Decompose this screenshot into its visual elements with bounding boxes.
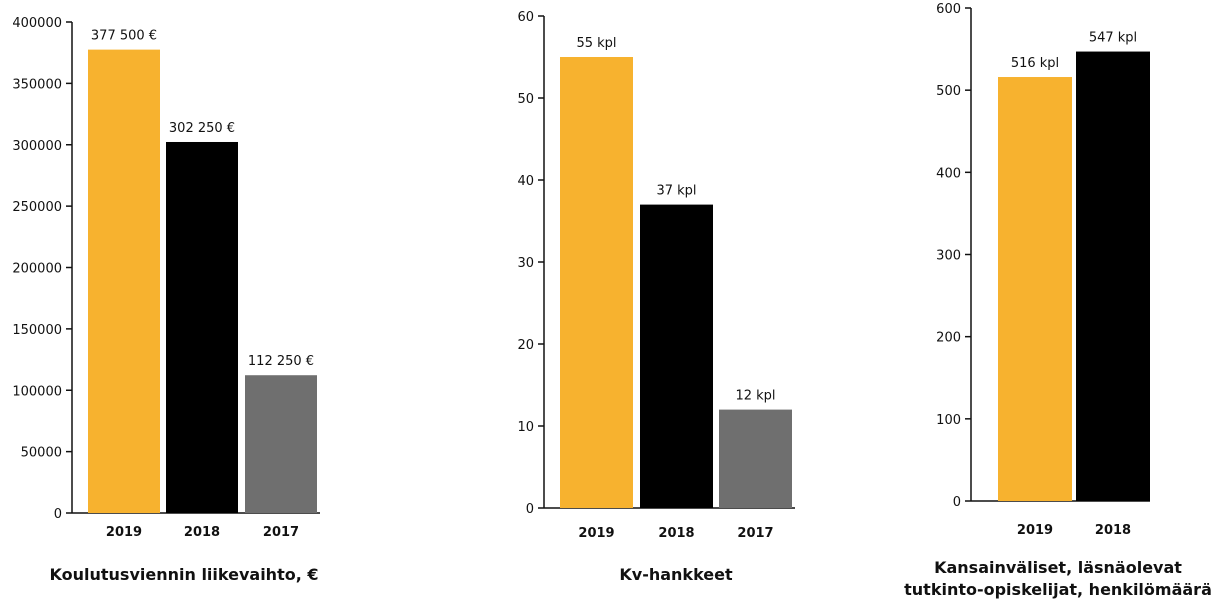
chart-1-y-tick-label: 250000	[12, 200, 62, 215]
chart-3-title: Kansainväliset, läsnäolevat	[934, 558, 1182, 577]
chart-2-y-tick-label: 10	[517, 420, 534, 435]
chart-1-category-label-2018: 2018	[184, 525, 220, 540]
chart-1-y-tick-label: 300000	[12, 139, 62, 154]
chart-2-bar-2019	[560, 57, 633, 508]
chart-2-category-label-2019: 2019	[578, 526, 614, 541]
chart-3-bar-2018	[1076, 51, 1150, 501]
chart-1-data-label-2017: 112 250 €	[248, 354, 314, 369]
chart-3-title: tutkinto-opiskelijat, henkilömäärä	[904, 580, 1212, 599]
chart-2-y-tick-label: 50	[517, 92, 534, 107]
chart-1-y-tick-label: 400000	[12, 16, 62, 31]
chart-3-category-label-2019: 2019	[1017, 523, 1053, 538]
chart-2-bar-2018	[640, 204, 713, 508]
chart-1-bar-2017	[245, 375, 317, 513]
chart-2-data-label-2017: 12 kpl	[735, 389, 775, 404]
chart-1-data-label-2019: 377 500 €	[91, 29, 157, 44]
chart-1-bar-2018	[166, 141, 238, 513]
chart-3-y-tick-label: 500	[936, 84, 961, 99]
chart-1-category-label-2019: 2019	[106, 525, 142, 540]
chart-1-y-tick-label: 0	[54, 507, 62, 522]
chart-2-y-tick-label: 0	[526, 502, 534, 517]
chart-2-category-label-2018: 2018	[658, 526, 694, 541]
chart-3-data-label-2019: 516 kpl	[1011, 56, 1059, 71]
chart-3-y-tick-label: 400	[936, 166, 961, 181]
chart-3-y-tick-label: 300	[936, 249, 961, 264]
chart-2-category-label-2017: 2017	[737, 526, 773, 541]
chart-1-y-tick-label: 350000	[12, 77, 62, 92]
chart-1-category-label-2017: 2017	[263, 525, 299, 540]
chart-1-y-tick-label: 100000	[12, 384, 62, 399]
chart-1-y-tick-label: 50000	[21, 446, 62, 461]
chart-2-y-tick-label: 20	[517, 338, 534, 353]
chart-2-y-tick-label: 30	[517, 256, 534, 271]
chart-2-data-label-2019: 55 kpl	[576, 36, 616, 51]
chart-2-title: Kv-hankkeet	[619, 565, 733, 584]
chart-3-y-tick-label: 100	[936, 413, 961, 428]
chart-3-data-label-2018: 547 kpl	[1089, 31, 1137, 46]
chart-3-y-tick-label: 0	[953, 495, 961, 510]
chart-1-bar-2019	[88, 49, 160, 514]
chart-3-category-label-2018: 2018	[1095, 523, 1131, 538]
chart-1-title: Koulutusviennin liikevaihto, €	[50, 565, 319, 584]
chart-2-bar-2017	[719, 409, 792, 508]
chart-1-y-tick-label: 150000	[12, 323, 62, 338]
chart-3-bar-2019	[998, 77, 1072, 502]
chart-2-data-label-2018: 37 kpl	[656, 184, 696, 199]
chart-1-data-label-2018: 302 250 €	[169, 121, 235, 136]
chart-3-y-tick-label: 200	[936, 331, 961, 346]
chart-2-y-tick-label: 60	[517, 10, 534, 25]
chart-1-y-tick-label: 200000	[12, 262, 62, 277]
chart-2-y-tick-label: 40	[517, 174, 534, 189]
chart-3-y-tick-label: 600	[936, 2, 961, 17]
